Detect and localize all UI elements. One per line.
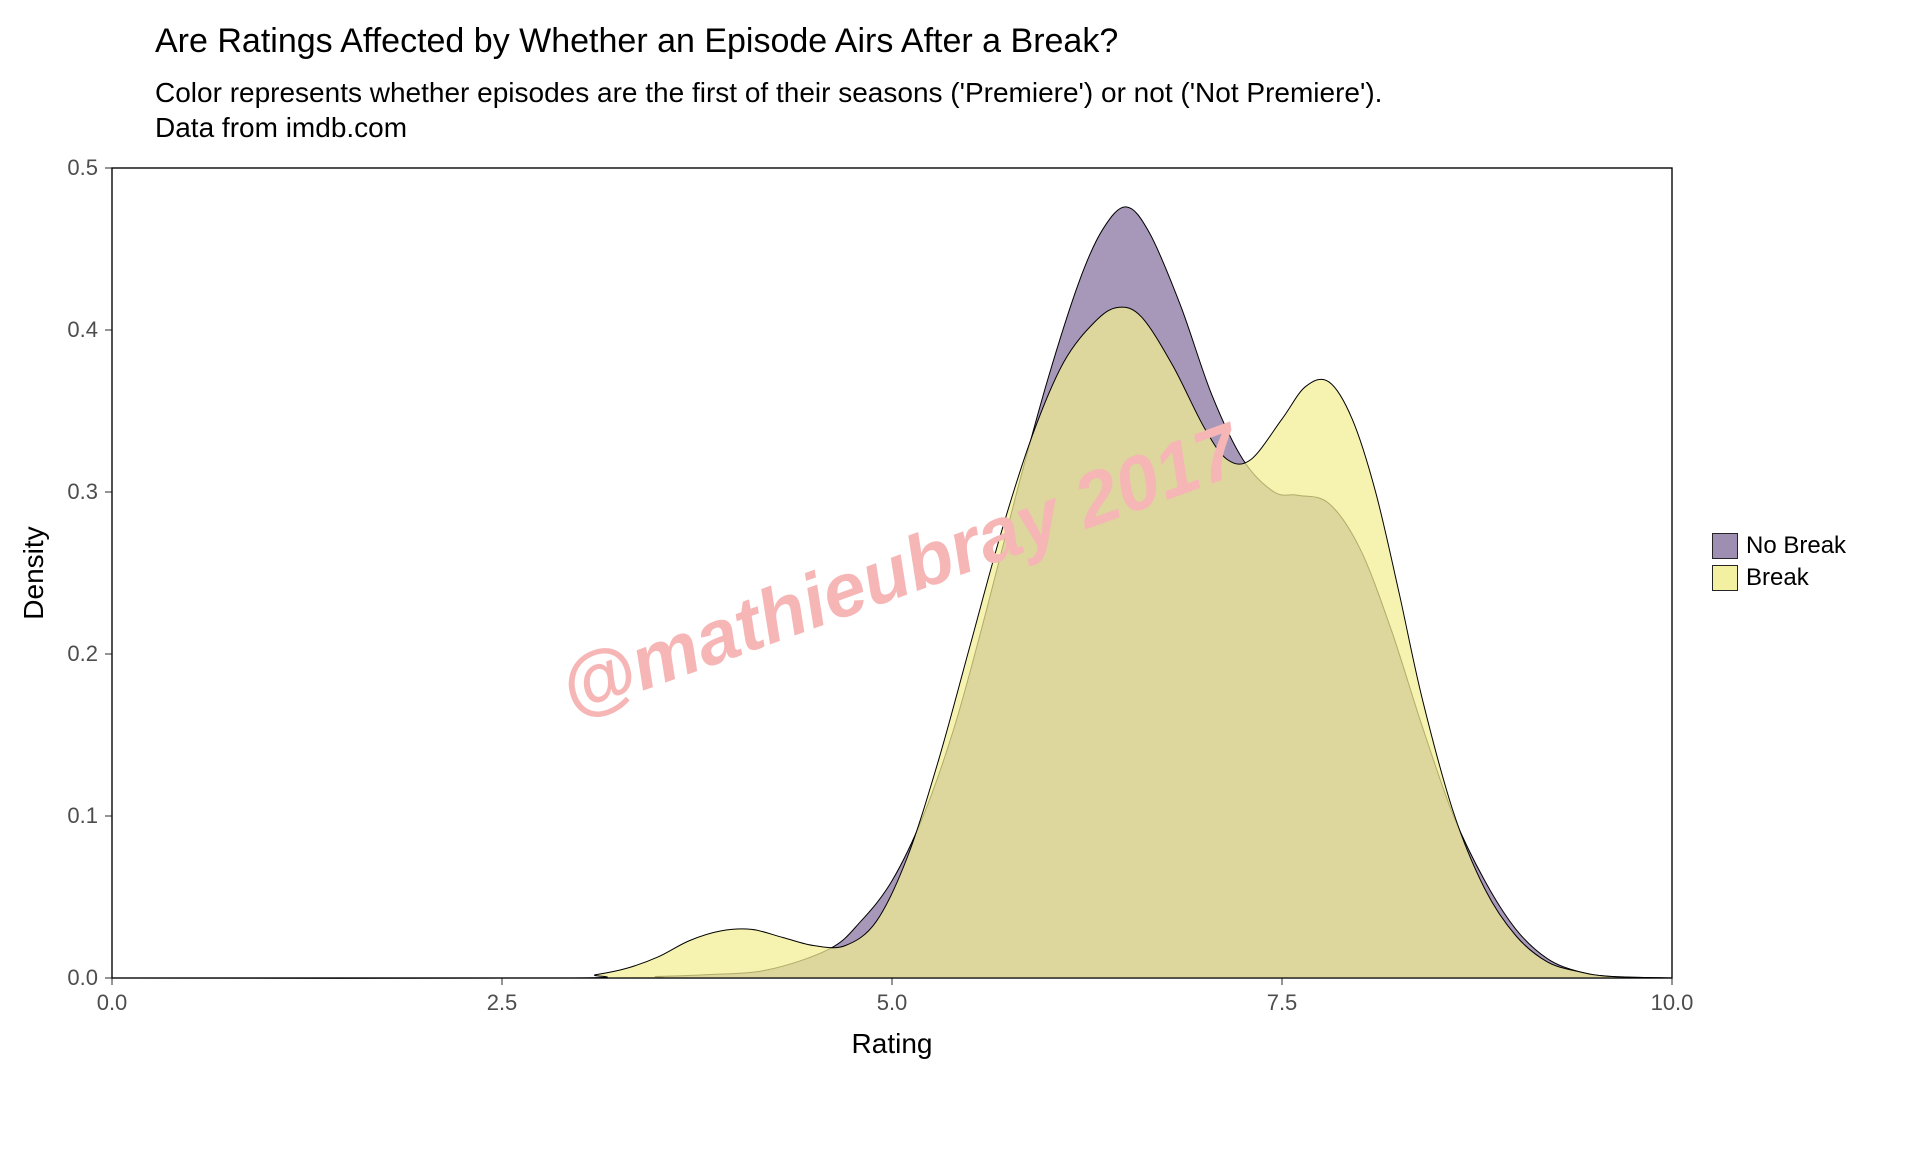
- x-axis-label: Rating: [852, 1028, 933, 1060]
- x-tick-label: 10.0: [1651, 990, 1694, 1016]
- density-plot: [0, 0, 1920, 1152]
- y-tick-label: 0.1: [67, 803, 98, 829]
- y-axis-label: Density: [18, 526, 50, 619]
- x-tick-label: 2.5: [487, 990, 518, 1016]
- x-tick-label: 5.0: [877, 990, 908, 1016]
- y-tick-label: 0.2: [67, 641, 98, 667]
- legend-item: Break: [1712, 562, 1846, 594]
- legend-label: No Break: [1746, 532, 1846, 560]
- y-tick-label: 0.3: [67, 479, 98, 505]
- legend-swatch: [1712, 533, 1738, 559]
- legend-item: No Break: [1712, 530, 1846, 562]
- legend-label: Break: [1746, 564, 1809, 592]
- y-tick-label: 0.0: [67, 965, 98, 991]
- x-tick-label: 0.0: [97, 990, 128, 1016]
- y-tick-label: 0.5: [67, 155, 98, 181]
- legend: No Break Break: [1712, 530, 1846, 594]
- chart-container: Are Ratings Affected by Whether an Episo…: [0, 0, 1920, 1152]
- legend-swatch: [1712, 565, 1738, 591]
- y-tick-label: 0.4: [67, 317, 98, 343]
- x-tick-label: 7.5: [1267, 990, 1298, 1016]
